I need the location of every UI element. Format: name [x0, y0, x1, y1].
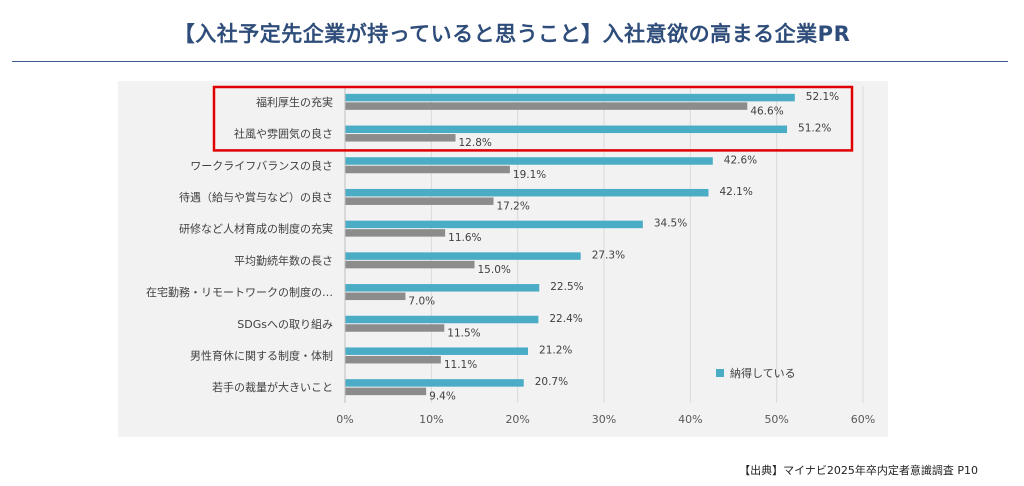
category-label: SDGsへの取り組み	[237, 318, 333, 331]
source-note: 【出典】マイナビ2025年卒内定者意識調査 P10	[739, 464, 978, 477]
value-label-series-1: 21.2%	[539, 344, 572, 356]
value-label-series-1: 42.6%	[724, 154, 757, 166]
bar-series-2	[345, 165, 510, 174]
bar-series-2	[345, 229, 446, 237]
bar-series-1	[345, 252, 581, 260]
category-label: 福利厚生の充実	[256, 95, 333, 109]
bar-series-2	[345, 102, 748, 110]
highlight-box	[212, 85, 854, 152]
value-label-series-1: 22.5%	[550, 281, 583, 293]
value-label-series-2: 9.4%	[429, 391, 456, 403]
value-label-series-2: 12.8%	[459, 137, 492, 149]
value-label-series-2: 17.2%	[496, 200, 529, 212]
x-tick-label: 40%	[678, 413, 702, 426]
category-label: 研修など人材育成の制度の充実	[179, 222, 333, 236]
x-tick-label: 50%	[764, 413, 788, 426]
x-tick-label: 20%	[505, 413, 529, 426]
bar-series-1	[345, 347, 529, 355]
category-label: 男性育休に関する制度・体制	[190, 348, 333, 362]
x-tick-label: 60%	[851, 413, 875, 426]
bar-series-2	[345, 355, 441, 364]
bar-series-2	[345, 197, 494, 205]
title-divider	[12, 61, 1008, 62]
bar-series-1	[345, 284, 540, 292]
bar-series-1	[345, 157, 713, 165]
bar-series-2	[345, 387, 427, 396]
value-label-series-1: 52.1%	[806, 91, 839, 103]
value-label-series-1: 20.7%	[535, 376, 568, 388]
legend-swatch-series-1	[716, 369, 724, 377]
category-label: 社風や雰囲気の良さ	[234, 127, 333, 141]
value-label-series-1: 34.5%	[654, 218, 687, 230]
bar-series-2	[345, 260, 475, 269]
value-label-series-2: 7.0%	[408, 296, 435, 308]
bar-series-1	[345, 188, 709, 197]
value-label-series-2: 15.0%	[478, 264, 511, 276]
x-tick-label: 10%	[419, 413, 443, 426]
bar-series-1	[345, 93, 795, 102]
bar-series-1	[345, 379, 524, 387]
value-label-series-2: 11.5%	[447, 327, 480, 339]
bar-series-2	[345, 292, 406, 301]
bar-series-1	[345, 315, 539, 324]
category-label: ワークライフバランスの良さ	[190, 158, 333, 172]
value-label-series-2: 19.1%	[513, 169, 546, 181]
category-label: 若手の裁量が大きいこと	[212, 380, 333, 394]
legend-label-series-1: 納得している	[730, 367, 796, 380]
category-label: 待遇（給与や賞与など）の良さ	[179, 190, 333, 204]
value-label-series-2: 11.6%	[448, 232, 481, 244]
value-label-series-1: 27.3%	[592, 249, 625, 261]
category-label: 平均勤続年数の長さ	[234, 253, 333, 267]
x-tick-label: 30%	[592, 413, 616, 426]
bar-series-1	[345, 220, 643, 229]
value-label-series-1: 22.4%	[549, 313, 582, 325]
value-label-series-2: 11.1%	[444, 359, 477, 371]
value-label-series-1: 42.1%	[719, 186, 752, 198]
bar-series-1	[345, 125, 788, 134]
page-title: 【入社予定先企業が持っていると思うこと】入社意欲の高まる企業PR	[173, 22, 851, 46]
bar-series-2	[345, 324, 445, 332]
x-tick-label: 0%	[336, 413, 353, 426]
bar-series-2	[345, 134, 456, 142]
value-label-series-2: 46.6%	[750, 105, 783, 117]
category-label: 在宅勤務・リモートワークの制度の…	[146, 285, 333, 299]
value-label-series-1: 51.2%	[798, 123, 831, 135]
